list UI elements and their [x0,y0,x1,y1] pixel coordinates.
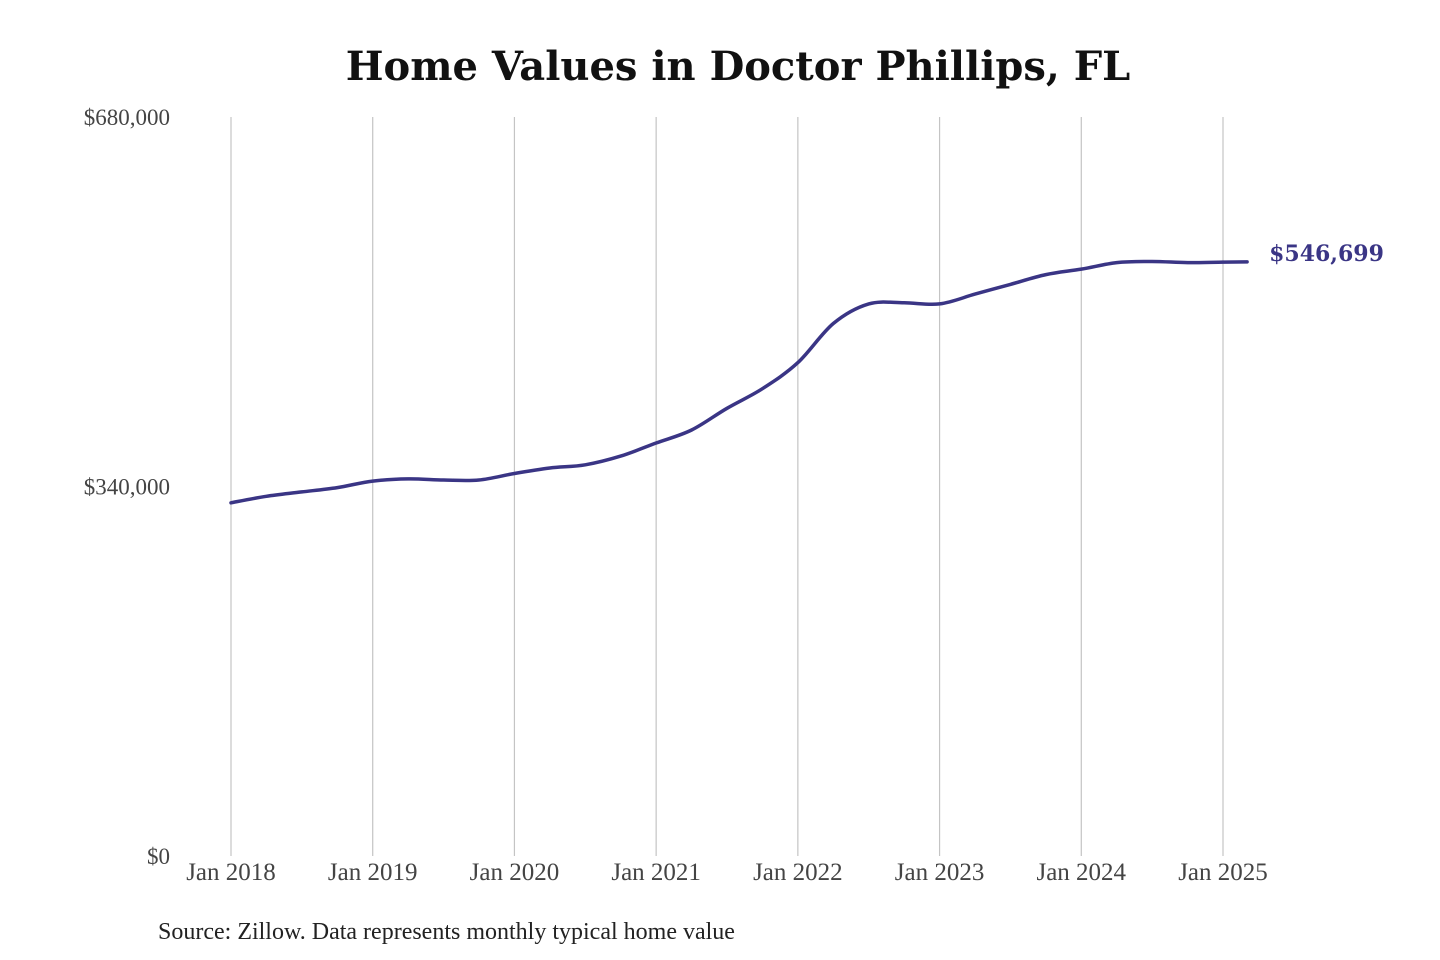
end-value-label: $546,699 [1269,241,1384,267]
y-tick-label: $0 [147,844,170,869]
series-layer: $546,699 [229,241,1384,505]
y-axis-ticks: $0 $340,000 $680,000 [84,105,170,869]
x-tick-label: Jan 2018 [186,859,276,886]
x-axis-ticks: Jan 2018 Jan 2019 Jan 2020 Jan 2021 Jan 2022… [186,859,1268,886]
x-tick-label: Jan 2021 [611,859,701,886]
y-tick-label: $680,000 [84,105,170,130]
x-tick-label: Jan 2020 [470,859,560,886]
series-line-0 [229,259,1249,505]
y-tick-label: $340,000 [84,475,170,500]
x-tick-label: Jan 2019 [328,859,418,886]
x-tick-label: Jan 2023 [895,859,985,886]
gridlines [230,117,1224,856]
chart-title: Home Values in Doctor Phillips, FL [346,43,1131,90]
source-note: Source: Zillow. Data represents monthly … [158,919,735,945]
x-tick-label: Jan 2025 [1178,859,1268,886]
x-tick-label: Jan 2024 [1036,859,1126,886]
x-tick-label: Jan 2022 [753,859,843,886]
